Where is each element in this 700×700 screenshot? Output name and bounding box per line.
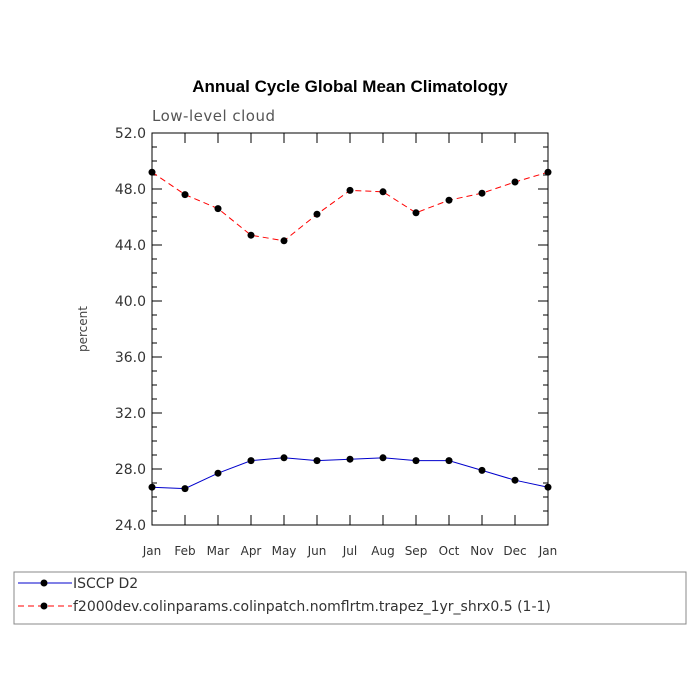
x-tick-label: Nov <box>470 544 493 558</box>
data-point <box>148 168 156 176</box>
y-tick-label: 36.0 <box>115 350 146 366</box>
x-tick-label: Jul <box>342 544 357 558</box>
x-tick-label: Sep <box>405 544 428 558</box>
data-point <box>412 457 420 465</box>
y-tick-label: 44.0 <box>115 238 146 254</box>
data-point <box>445 196 453 204</box>
data-point <box>280 237 288 245</box>
x-tick-label: Jun <box>307 544 327 558</box>
legend-label: ISCCP D2 <box>73 576 138 592</box>
data-point <box>247 457 255 465</box>
x-tick-label: Dec <box>503 544 526 558</box>
x-tick-label: Mar <box>207 544 230 558</box>
data-point <box>511 476 519 484</box>
series-line <box>151 171 549 242</box>
legend-box <box>13 571 687 625</box>
chart-title: Annual Cycle Global Mean Climatology <box>192 77 508 96</box>
data-point <box>544 483 552 491</box>
data-point <box>478 466 486 474</box>
data-point <box>379 188 387 196</box>
x-tick-label: Jan <box>142 544 162 558</box>
data-point <box>379 454 387 462</box>
y-axis-title: percent <box>76 306 90 352</box>
x-tick-label: Apr <box>241 544 262 558</box>
legend-marker <box>40 602 48 610</box>
data-point <box>544 168 552 176</box>
data-point <box>148 483 156 491</box>
data-point <box>511 178 519 186</box>
data-point <box>247 231 255 239</box>
x-tick-label: Feb <box>174 544 195 558</box>
data-point <box>313 210 321 218</box>
data-point <box>478 189 486 197</box>
data-point <box>214 205 222 213</box>
chart-subtitle: Low-level cloud <box>152 107 276 125</box>
legend-marker <box>40 579 48 587</box>
data-point <box>181 485 189 493</box>
data-point <box>214 469 222 477</box>
y-tick-label: 52.0 <box>115 126 146 142</box>
data-point <box>313 457 321 465</box>
y-tick-label: 24.0 <box>115 518 146 534</box>
y-tick-label: 40.0 <box>115 294 146 310</box>
y-tick-label: 28.0 <box>115 462 146 478</box>
data-point <box>280 454 288 462</box>
x-tick-label: May <box>272 544 297 558</box>
data-point <box>346 455 354 463</box>
data-point <box>412 209 420 217</box>
x-tick-label: Jan <box>538 544 558 558</box>
data-point <box>445 457 453 465</box>
y-tick-label: 32.0 <box>115 406 146 422</box>
y-tick-label: 48.0 <box>115 182 146 198</box>
x-tick-label: Aug <box>371 544 394 558</box>
data-point <box>346 186 354 194</box>
legend-label: f2000dev.colinparams.colinpatch.nomflrtm… <box>73 599 551 615</box>
data-point <box>181 191 189 199</box>
x-tick-label: Oct <box>439 544 460 558</box>
